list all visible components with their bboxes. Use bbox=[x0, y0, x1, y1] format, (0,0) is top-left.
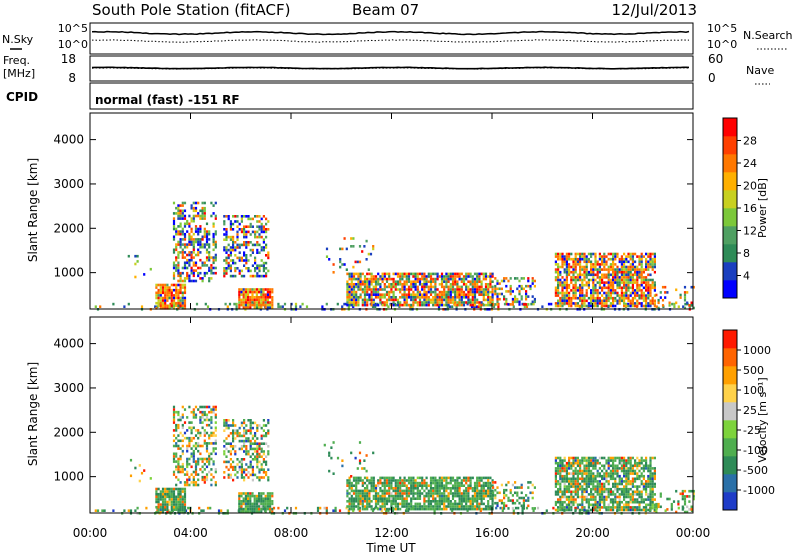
noise-right-tick-top: 10^5 bbox=[707, 22, 737, 35]
cpid-panel: CPID normal (fast) -151 RF bbox=[6, 82, 694, 110]
noise-left-label: N.Sky bbox=[2, 33, 34, 46]
freq-tick-bottom: 8 bbox=[68, 71, 76, 85]
freq-label: Freq. bbox=[3, 54, 30, 67]
power-colorbar: 28 24 20 16 12 8 4 Power [dB] bbox=[722, 117, 769, 299]
velocity-colorbar-tick-label: -100 bbox=[743, 444, 768, 457]
noise-left-tick-top: 10^5 bbox=[58, 22, 88, 35]
velocity-colorbar-tick-label: 500 bbox=[743, 364, 764, 377]
power-colorbar-tick-label: 8 bbox=[743, 247, 750, 260]
power-y-tick-label: 4000 bbox=[53, 133, 84, 147]
power-panel: 1000 2000 3000 4000 Slant Range [km] bbox=[26, 112, 695, 311]
velocity-panel: 1000 2000 3000 4000 Slant Range [km] bbox=[26, 316, 695, 515]
power-colorbar-tick-label: 24 bbox=[743, 157, 757, 170]
velocity-y-tick-label: 1000 bbox=[53, 470, 84, 484]
velocity-colorbar-tick-label: 25 bbox=[743, 404, 757, 417]
power-colorbar-tick-label: 28 bbox=[743, 135, 757, 148]
time-tick-label: 04:00 bbox=[173, 526, 208, 540]
power-colorbar-label: Power [dB] bbox=[756, 178, 769, 238]
time-tick-label: 16:00 bbox=[475, 526, 510, 540]
velocity-y-tick-label: 3000 bbox=[53, 381, 84, 395]
velocity-colorbar-label: Velocity [m s⁻¹] bbox=[756, 377, 769, 462]
noise-right-tick-bottom: 10^0 bbox=[707, 38, 737, 51]
power-y-tick-label: 2000 bbox=[53, 221, 84, 235]
time-axis-labels: 00:00 04:00 08:00 12:00 16:00 20:00 00:00 bbox=[73, 526, 711, 540]
nave-tick-top: 60 bbox=[708, 52, 723, 66]
cpid-value: normal (fast) -151 RF bbox=[95, 93, 240, 107]
velocity-colorbar-tick-label: -25 bbox=[743, 424, 761, 437]
time-tick-label: 20:00 bbox=[575, 526, 610, 540]
power-heatmap bbox=[94, 201, 695, 311]
velocity-colorbar-tick-label: 100 bbox=[743, 384, 764, 397]
power-y-tick-label: 1000 bbox=[53, 266, 84, 280]
velocity-colorbar-tick-label: 1000 bbox=[743, 344, 771, 357]
nave-label: Nave bbox=[746, 64, 774, 77]
noise-right-label: N.Search bbox=[743, 29, 793, 42]
noise-left-tick-bottom: 10^0 bbox=[58, 38, 88, 51]
power-colorbar-tick-label: 20 bbox=[743, 180, 757, 193]
noise-panel: N.Sky 10^5 10^0 10^5 10^0 N.Search bbox=[2, 22, 793, 55]
x-axis-label: Time UT bbox=[365, 541, 416, 554]
freq-unit: [MHz] bbox=[3, 67, 35, 80]
time-tick-label: 00:00 bbox=[73, 526, 108, 540]
velocity-y-tick-label: 2000 bbox=[53, 425, 84, 439]
velocity-y-tick-label: 4000 bbox=[53, 337, 84, 351]
time-tick-label: 12:00 bbox=[374, 526, 409, 540]
velocity-heatmap bbox=[94, 405, 695, 515]
time-tick-label: 00:00 bbox=[676, 526, 711, 540]
beam-title: Beam 07 bbox=[352, 1, 419, 19]
velocity-colorbar-tick-label: -500 bbox=[743, 464, 768, 477]
freq-tick-top: 18 bbox=[61, 52, 76, 66]
velocity-colorbar-tick-label: -1000 bbox=[743, 484, 775, 497]
nave-tick-bottom: 0 bbox=[708, 71, 716, 85]
power-colorbar-tick-label: 12 bbox=[743, 225, 757, 238]
velocity-y-axis-label: Slant Range [km] bbox=[26, 362, 40, 466]
cpid-label: CPID bbox=[6, 90, 38, 104]
date-title: 12/Jul/2013 bbox=[612, 1, 697, 19]
power-y-tick-label: 3000 bbox=[53, 177, 84, 191]
time-tick-label: 08:00 bbox=[274, 526, 309, 540]
velocity-colorbar: 1000 500 100 25 -25 -100 -500 -1000 Velocity [m… bbox=[722, 329, 775, 511]
power-colorbar-tick-label: 16 bbox=[743, 202, 757, 215]
station-title: South Pole Station (fitACF) bbox=[92, 1, 290, 19]
power-y-axis-label: Slant Range [km] bbox=[26, 158, 40, 262]
power-colorbar-tick-label: 4 bbox=[743, 270, 750, 283]
freq-nave-panel: Freq. [MHz] 18 8 60 0 Nave bbox=[3, 52, 774, 85]
